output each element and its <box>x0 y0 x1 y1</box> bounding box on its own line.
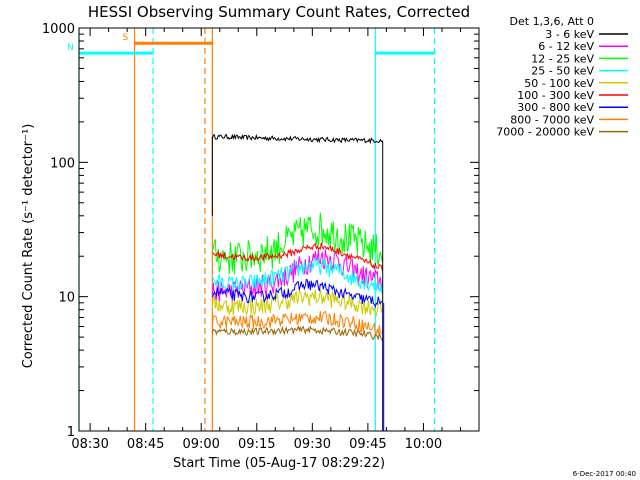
series-2 <box>211 212 383 275</box>
x-tick-label-5: 09:45 <box>349 437 386 452</box>
x-tick-label-1: 08:45 <box>127 437 164 452</box>
legend-label-7: 800 - 7000 keV <box>510 113 594 126</box>
x-tick-label-2: 09:00 <box>182 437 219 452</box>
timestamp: 6-Dec-2017 00:40 <box>573 470 636 478</box>
series-4 <box>211 288 383 318</box>
plot-frame <box>78 27 480 432</box>
chart-title: HESSI Observing Summary Count Rates, Cor… <box>88 3 470 21</box>
plot-area: SN <box>67 28 436 431</box>
legend-label-8: 7000 - 20000 keV <box>496 126 594 139</box>
x-tick-label-3: 09:15 <box>238 437 275 452</box>
y-tick-label-1: 10 <box>58 291 75 306</box>
series-3 <box>211 257 383 294</box>
legend-label-3: 25 - 50 keV <box>531 65 594 78</box>
legend-label-6: 300 - 800 keV <box>517 101 594 114</box>
series-5 <box>212 242 383 271</box>
legend-label-1: 6 - 12 keV <box>538 40 594 53</box>
series-1 <box>211 249 383 304</box>
x-tick-label-6: 10:00 <box>405 437 442 452</box>
legend-label-4: 50 - 100 keV <box>524 77 594 90</box>
y-tick-label-3: 1000 <box>42 22 75 37</box>
legend-label-0: 3 - 6 keV <box>545 28 594 41</box>
legend-title: Det 1,3,6, Att 0 <box>510 15 594 28</box>
flag-label-0: S <box>123 33 129 43</box>
series-6 <box>211 278 383 309</box>
x-tick-label-4: 09:30 <box>294 437 331 452</box>
y-tick-label-0: 1 <box>67 425 75 440</box>
series-8 <box>211 324 383 341</box>
legend-label-5: 100 - 300 keV <box>517 89 594 102</box>
x-axis-label: Start Time (05-Aug-17 08:29:22) <box>173 456 385 471</box>
y-axis-label: Corrected Count Rate (s⁻¹ detector⁻¹) <box>21 124 36 369</box>
x-axis: 08:30 08:45 09:00 09:15 09:30 09:45 10:00 <box>71 28 461 452</box>
series-0 <box>211 133 383 145</box>
x-tick-label-0: 08:30 <box>71 437 108 452</box>
flag-label-1: N <box>67 43 74 53</box>
series-7 <box>211 310 383 336</box>
y-axis: 1 10 100 1000 <box>42 22 479 440</box>
y-tick-label-2: 100 <box>50 156 75 171</box>
legend-label-2: 12 - 25 keV <box>531 52 594 65</box>
